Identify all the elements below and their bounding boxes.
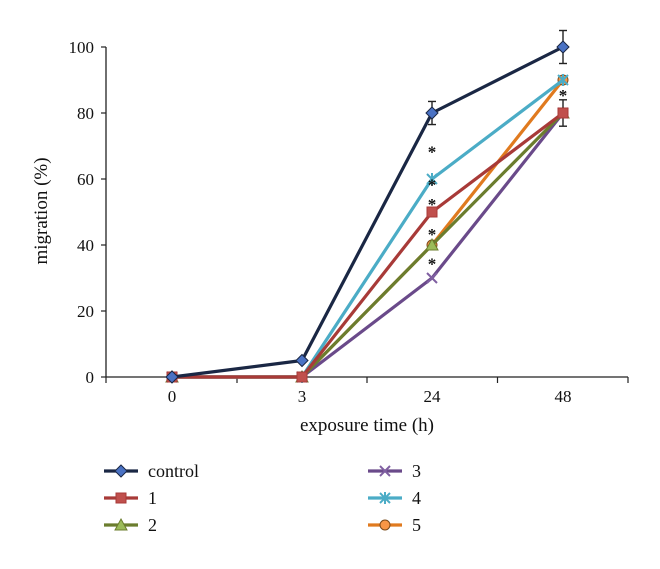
- legend-item-5: 5: [368, 515, 421, 535]
- legend-item-1: 1: [104, 488, 157, 508]
- x-tick-label: 24: [424, 387, 442, 406]
- significance-mark: *: [559, 86, 568, 105]
- marker-circle: [379, 519, 391, 531]
- x-tick-label: 0: [168, 387, 177, 406]
- series-4: [166, 74, 569, 383]
- y-tick-label: 60: [77, 170, 94, 189]
- marker-square: [557, 107, 569, 119]
- legend-label: control: [148, 461, 199, 481]
- legend-item-4: 4: [368, 488, 421, 508]
- significance-mark: *: [428, 195, 437, 214]
- marker-star: [426, 173, 438, 185]
- marker-square: [426, 206, 438, 218]
- marker-diamond: [556, 40, 570, 54]
- series-line: [172, 78, 564, 379]
- legend-label: 2: [148, 515, 157, 535]
- y-tick-label: 0: [86, 368, 95, 387]
- marker-x: [426, 272, 438, 284]
- marker-star: [557, 74, 569, 86]
- marker-diamond: [114, 464, 128, 478]
- legend-label: 1: [148, 488, 157, 508]
- legend-label: 4: [412, 488, 421, 508]
- annotations: ******: [428, 86, 568, 273]
- significance-mark: *: [428, 225, 437, 244]
- legend-item-3: 3: [368, 461, 421, 481]
- x-tick-label: 3: [298, 387, 307, 406]
- marker-triangle: [425, 237, 439, 251]
- series-control: [165, 29, 570, 384]
- legend-item-control: control: [104, 461, 199, 481]
- series-1: [166, 99, 569, 383]
- y-tick-label: 80: [77, 104, 94, 123]
- legend-item-2: 2: [104, 515, 157, 535]
- significance-mark: *: [428, 142, 437, 161]
- marker-star: [379, 492, 391, 504]
- significance-mark: *: [428, 175, 437, 194]
- marker-x: [379, 465, 391, 477]
- legend: control 1 2 3 4 5: [104, 461, 421, 535]
- x-tick-label: 48: [555, 387, 572, 406]
- marker-diamond: [165, 370, 179, 384]
- significance-mark: *: [428, 255, 437, 274]
- series-line: [172, 111, 564, 379]
- legend-label: 3: [412, 461, 421, 481]
- axes: 0 20 40 60 80 100 0 3 24 48: [69, 38, 629, 406]
- marker-triangle: [114, 517, 128, 531]
- marker-diamond: [295, 353, 309, 368]
- y-tick-label: 20: [77, 302, 94, 321]
- x-axis-title: exposure time (h): [300, 415, 434, 436]
- y-tick-label: 40: [77, 236, 94, 255]
- series-line: [171, 45, 564, 379]
- y-tick-label: 100: [69, 38, 95, 57]
- series-layer: [165, 29, 570, 384]
- marker-square: [115, 492, 127, 504]
- legend-label: 5: [412, 515, 421, 535]
- marker-square: [296, 371, 308, 383]
- marker-diamond: [425, 106, 439, 120]
- y-axis-title: migration (%): [31, 157, 52, 264]
